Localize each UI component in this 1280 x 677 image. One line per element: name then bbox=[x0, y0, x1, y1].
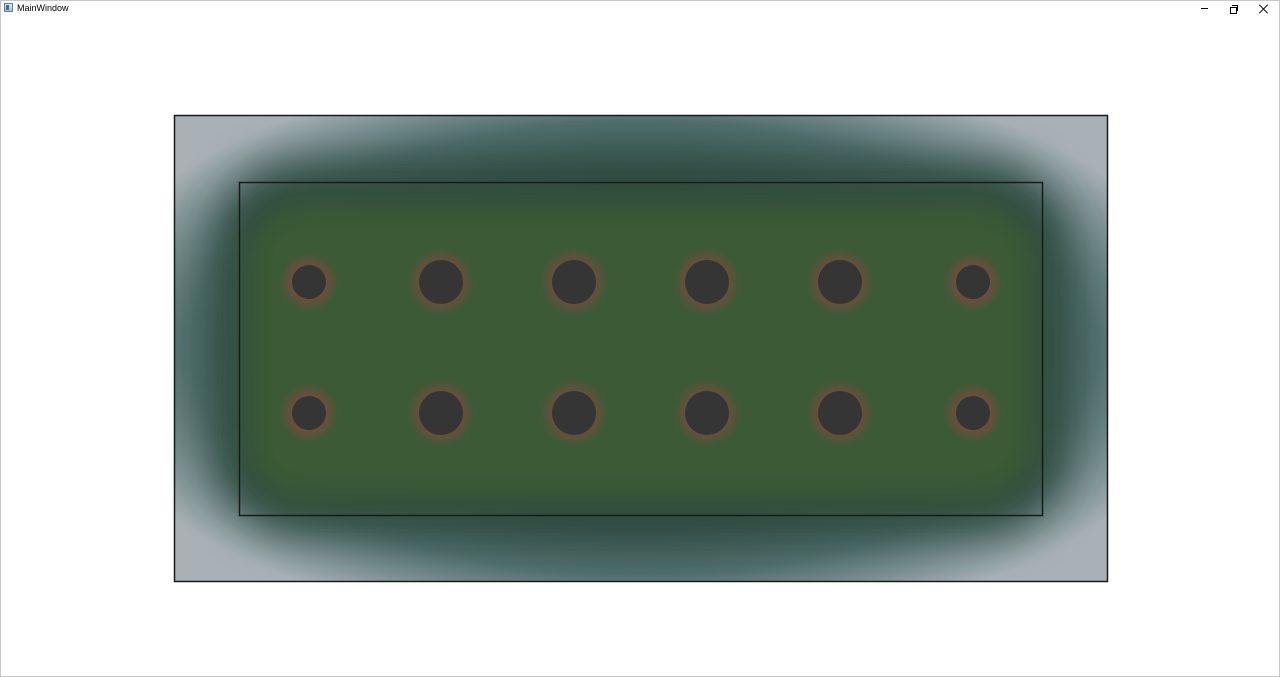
client-area bbox=[1, 16, 1279, 676]
hole-r1-c6 bbox=[956, 265, 990, 299]
title-bar[interactable]: MainWindow bbox=[1, 1, 1279, 16]
hole-r2-c5 bbox=[818, 391, 862, 435]
app-window-icon bbox=[4, 3, 13, 12]
inner-boundary bbox=[238, 181, 1044, 517]
hole-r2-c4 bbox=[685, 391, 729, 435]
hole-r2-c3 bbox=[552, 391, 596, 435]
outer-boundary bbox=[173, 114, 1109, 583]
close-button[interactable] bbox=[1249, 1, 1279, 16]
hole-r1-c3 bbox=[552, 260, 596, 304]
minimize-button[interactable] bbox=[1189, 1, 1219, 16]
hole-r1-c2 bbox=[419, 260, 463, 304]
restore-button[interactable] bbox=[1219, 1, 1249, 16]
hole-r2-c6 bbox=[956, 396, 990, 430]
hole-r1-c1 bbox=[292, 265, 326, 299]
heatmap-canvas bbox=[173, 114, 1109, 583]
holes-layer bbox=[276, 244, 1006, 451]
window-title: MainWindow bbox=[17, 3, 69, 13]
hole-r2-c1 bbox=[292, 396, 326, 430]
hole-r2-c2 bbox=[419, 391, 463, 435]
close-icon bbox=[1259, 4, 1269, 14]
inner-field-region bbox=[246, 201, 1036, 501]
hole-r1-c5 bbox=[818, 260, 862, 304]
hole-r1-c4 bbox=[685, 260, 729, 304]
minimize-icon bbox=[1200, 8, 1208, 9]
restore-icon bbox=[1230, 4, 1238, 14]
